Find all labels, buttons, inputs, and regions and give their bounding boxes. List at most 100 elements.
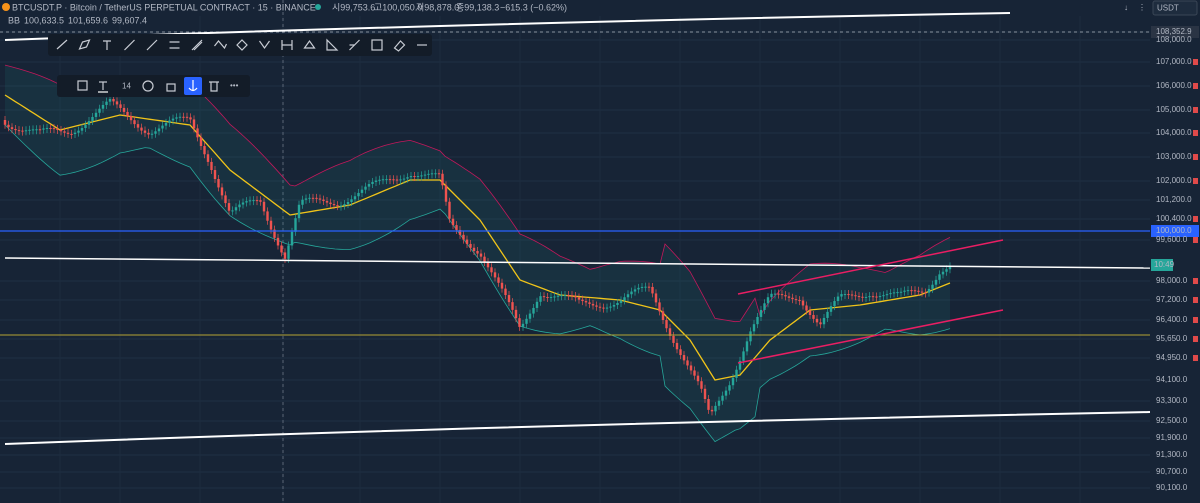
tool-icon[interactable]: [169, 41, 180, 49]
candle-body: [924, 292, 927, 294]
candle-body: [791, 297, 794, 300]
candle-body: [661, 311, 665, 321]
candle-body: [87, 121, 91, 125]
alert-marker[interactable]: [1193, 59, 1198, 65]
candle-body: [637, 287, 640, 290]
alert-marker[interactable]: [1193, 355, 1198, 361]
menu-icon[interactable]: ⋮: [1138, 3, 1146, 12]
candle-body: [56, 128, 59, 130]
candle-body: [290, 231, 294, 246]
candle-body: [878, 296, 882, 298]
indicator-name: BB: [8, 15, 20, 25]
candle-body: [787, 296, 791, 298]
candle-body: [640, 286, 644, 288]
tool-icon[interactable]: [281, 40, 293, 50]
candle-body: [388, 179, 392, 181]
tool-icon[interactable]: [191, 39, 203, 51]
candle-body: [266, 211, 269, 221]
candle-body: [686, 360, 689, 366]
currency-select[interactable]: [1152, 0, 1198, 16]
candle-body: [504, 288, 507, 296]
candle-body: [101, 104, 105, 109]
candle-body: [931, 284, 934, 289]
candle-body: [332, 204, 336, 206]
candle-body: [756, 316, 759, 325]
candle-body: [700, 381, 703, 389]
candle-body: [868, 296, 871, 298]
candle-body: [252, 200, 255, 202]
candle-body: [392, 179, 395, 181]
candles: [3, 95, 952, 416]
candle-body: [857, 296, 861, 298]
candle-body: [752, 324, 756, 332]
candle-body: [259, 200, 262, 202]
settings-icon[interactable]: [142, 80, 154, 92]
candle-body: [532, 307, 535, 314]
candle-body: [133, 120, 136, 125]
tool-icon[interactable]: [78, 39, 91, 50]
alert-marker[interactable]: [1193, 130, 1198, 136]
candle-body: [52, 128, 56, 130]
price-label: 100,000.0: [1156, 226, 1192, 235]
tool-icon[interactable]: [259, 40, 270, 50]
lock-icon[interactable]: [166, 83, 176, 92]
alert-marker[interactable]: [1193, 297, 1198, 303]
alert-marker[interactable]: [1193, 83, 1198, 89]
alert-marker[interactable]: [1193, 317, 1198, 323]
candle-body: [525, 318, 528, 324]
candle-body: [899, 291, 903, 293]
candle-body: [112, 99, 115, 102]
price-label: 95,650.0: [1156, 334, 1188, 343]
candle-body: [136, 124, 140, 128]
tool-icon[interactable]: [103, 40, 111, 50]
tool-icon[interactable]: [303, 39, 316, 49]
alert-marker[interactable]: [1193, 178, 1198, 184]
candle-body: [682, 355, 686, 361]
candle-body: [864, 296, 868, 298]
tool-icon[interactable]: [349, 39, 360, 51]
tool-icon[interactable]: [146, 39, 158, 51]
candle-body: [913, 290, 917, 292]
candle-body: [822, 317, 826, 325]
delete-icon[interactable]: [209, 81, 219, 92]
tool-icon[interactable]: [393, 40, 406, 52]
candle-body: [129, 116, 133, 121]
candle-body: [483, 256, 486, 263]
alert-marker[interactable]: [1193, 336, 1198, 342]
candle-body: [654, 293, 658, 303]
candle-body: [798, 300, 801, 302]
alert-marker[interactable]: [1193, 278, 1198, 284]
trend-line: [4, 411, 1151, 445]
candle-body: [262, 201, 266, 212]
drag-icon[interactable]: [77, 80, 88, 91]
font-size[interactable]: 14: [122, 82, 131, 91]
candle-body: [38, 129, 42, 131]
channel-line: [737, 239, 1004, 295]
alert-marker[interactable]: [1193, 154, 1198, 160]
candle-body: [539, 296, 542, 302]
candle-body: [766, 297, 770, 304]
candle-body: [304, 198, 308, 200]
tool-icon[interactable]: [56, 39, 68, 50]
status-dot: [315, 4, 321, 10]
tool-icon[interactable]: [214, 40, 228, 50]
tool-icon[interactable]: [326, 38, 339, 51]
alert-marker[interactable]: [1193, 216, 1198, 222]
tool-icon[interactable]: [124, 39, 135, 51]
candle-body: [360, 189, 364, 193]
arrow-icon[interactable]: ↓: [1124, 3, 1128, 12]
candle-body: [472, 247, 476, 251]
candle-body: [297, 204, 301, 219]
tool-icon[interactable]: [236, 39, 248, 51]
alert-marker[interactable]: [1193, 237, 1198, 243]
alert-marker[interactable]: [1193, 107, 1198, 113]
candle-body: [399, 179, 402, 181]
candle-body: [885, 294, 889, 296]
more-icon[interactable]: •••: [230, 81, 239, 90]
symbol-icon: [2, 3, 10, 11]
candle-body: [98, 108, 101, 113]
candle-body: [213, 170, 217, 180]
tool-icon[interactable]: [371, 39, 383, 51]
